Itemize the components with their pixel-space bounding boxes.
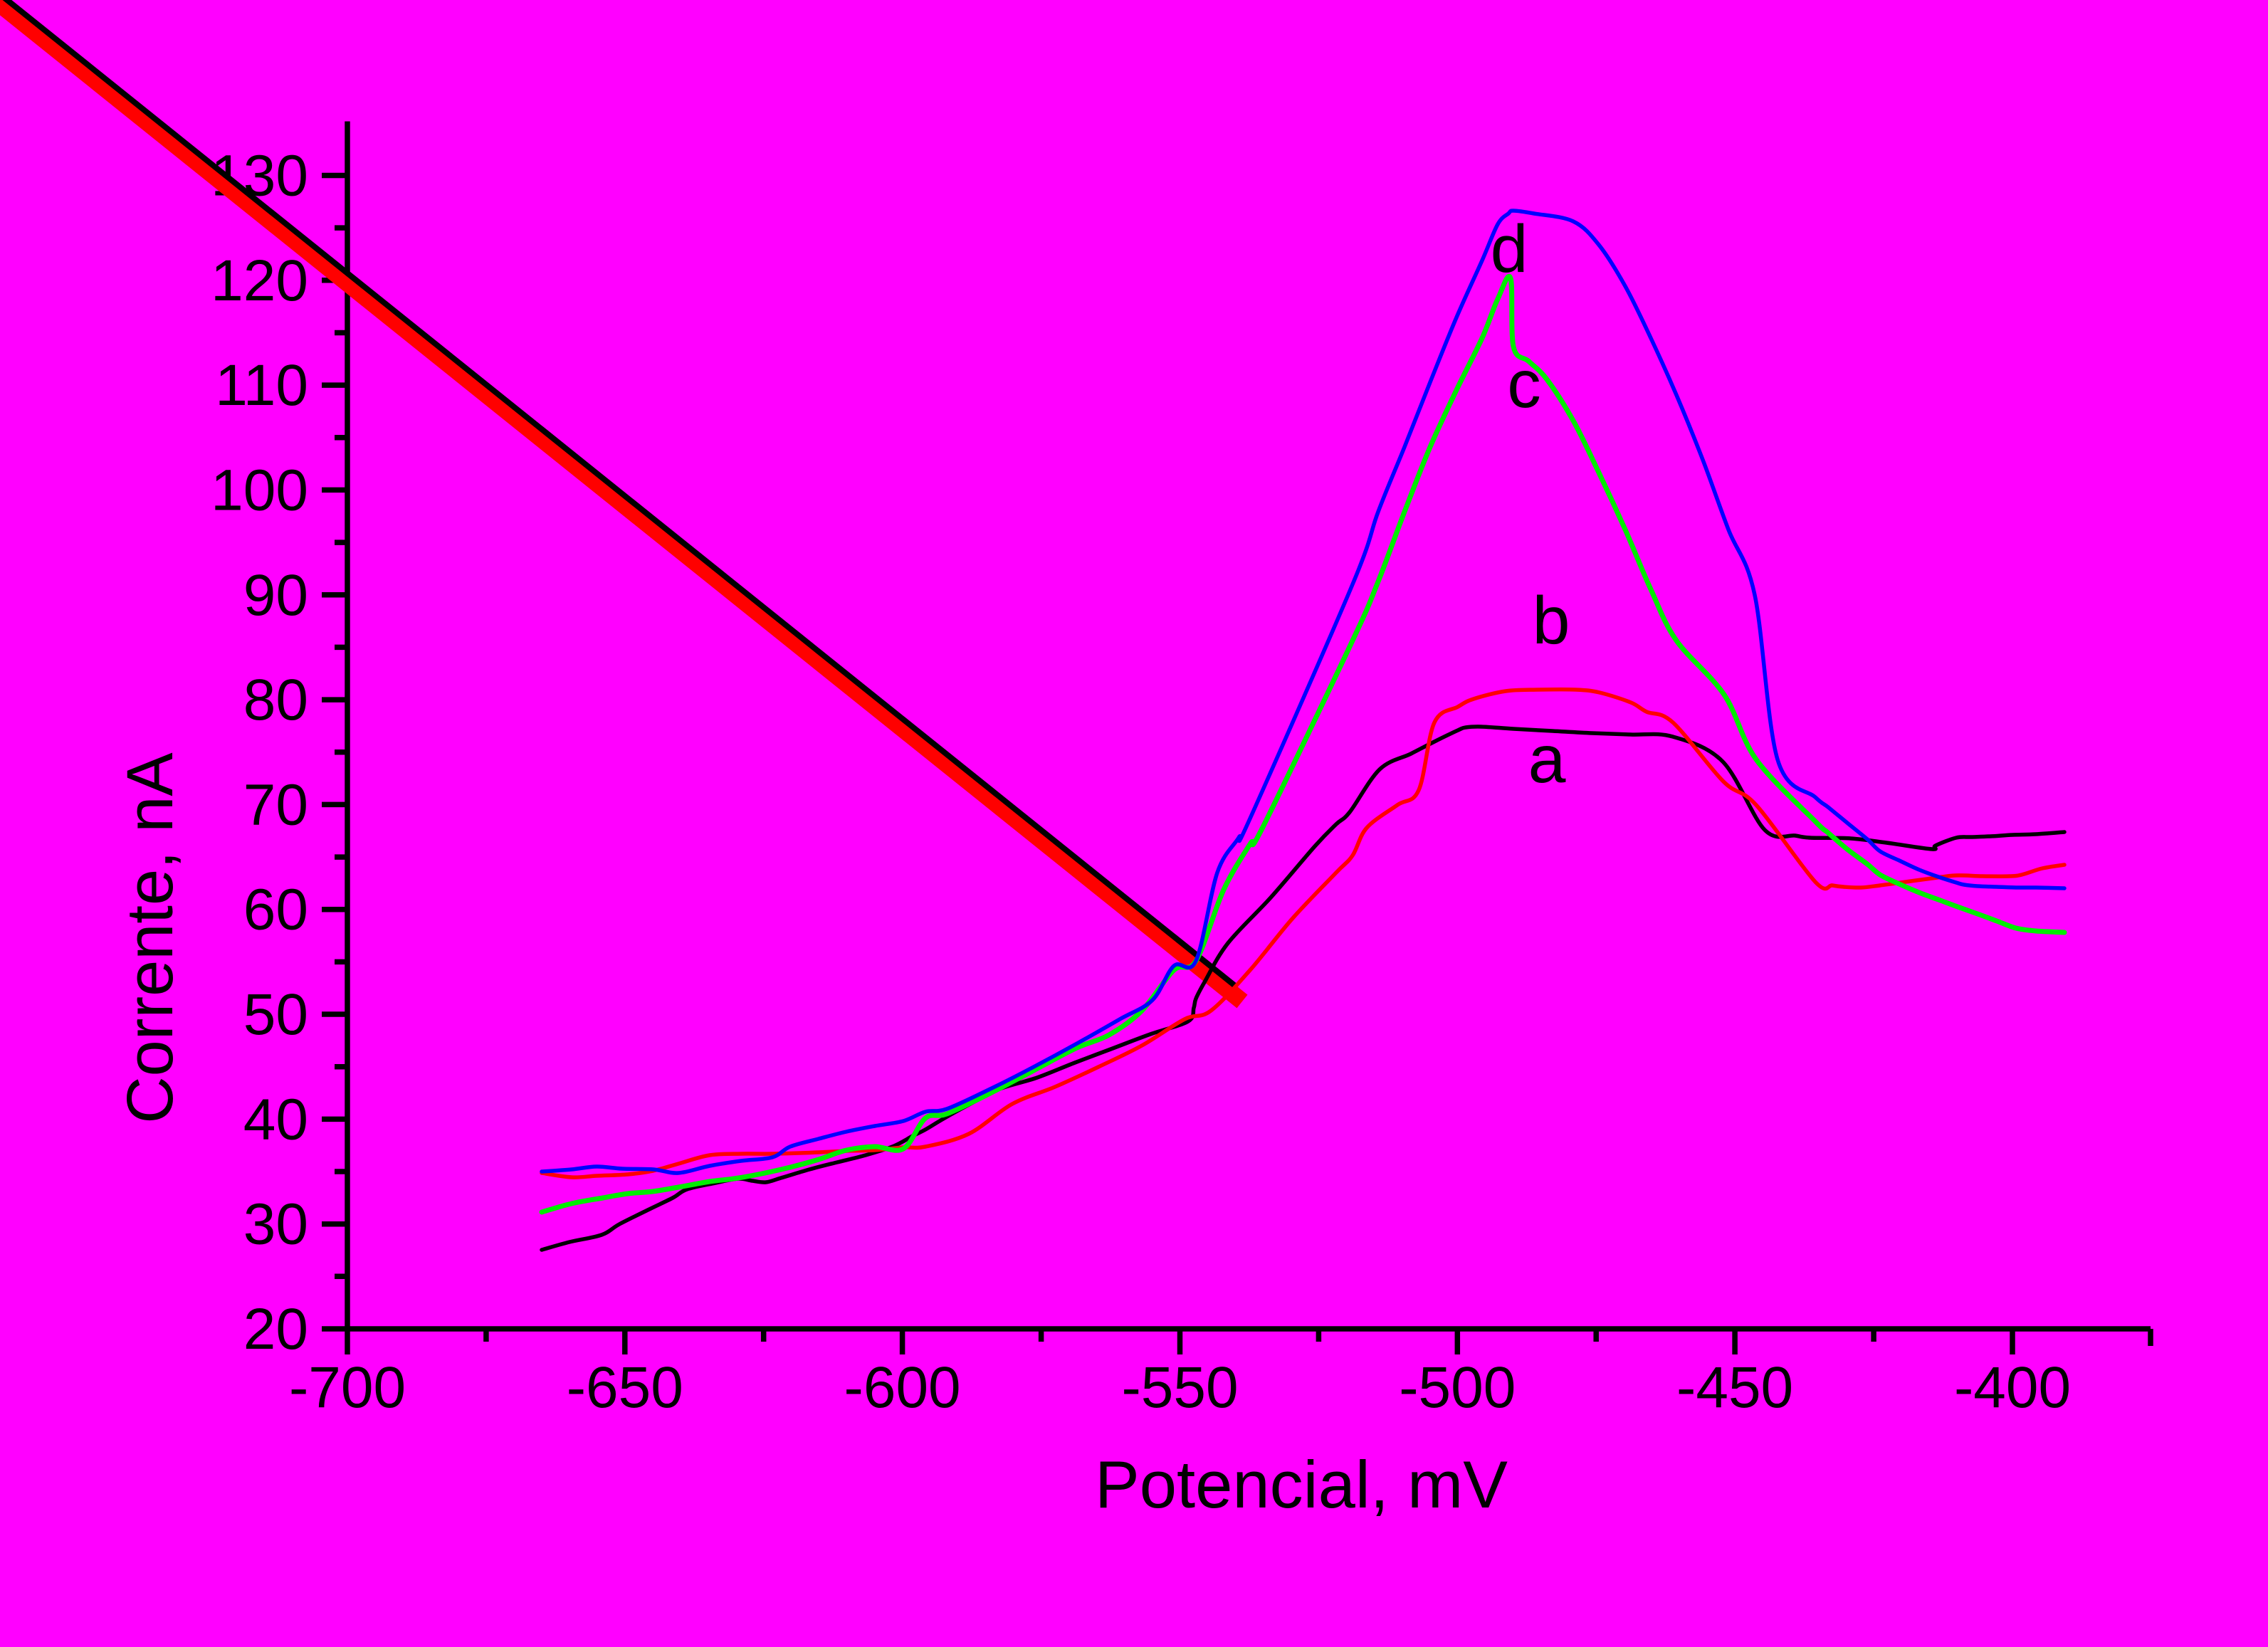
svg-text:70: 70: [243, 772, 308, 837]
svg-text:100: 100: [211, 458, 308, 522]
svg-text:c: c: [1507, 347, 1541, 422]
svg-text:-600: -600: [844, 1355, 961, 1420]
svg-text:20: 20: [243, 1297, 308, 1362]
svg-text:Potencial, mV: Potencial, mV: [1095, 1447, 1508, 1522]
svg-text:d: d: [1491, 211, 1528, 287]
svg-text:80: 80: [243, 668, 308, 732]
svg-text:60: 60: [243, 878, 308, 942]
svg-text:-400: -400: [1954, 1355, 2071, 1420]
svg-text:110: 110: [215, 353, 308, 418]
svg-text:120: 120: [211, 248, 308, 313]
svg-text:-550: -550: [1121, 1355, 1238, 1420]
svg-text:40: 40: [243, 1087, 308, 1152]
svg-text:-650: -650: [567, 1355, 683, 1420]
svg-text:Corrente, nA: Corrente, nA: [114, 752, 187, 1124]
svg-text:b: b: [1533, 583, 1570, 658]
svg-text:-450: -450: [1676, 1355, 1793, 1420]
svg-text:a: a: [1528, 722, 1566, 797]
svg-text:90: 90: [243, 563, 308, 628]
svg-text:-700: -700: [289, 1355, 406, 1420]
svg-text:50: 50: [243, 982, 308, 1047]
svg-text:30: 30: [243, 1192, 308, 1257]
svg-text:-500: -500: [1399, 1355, 1516, 1420]
